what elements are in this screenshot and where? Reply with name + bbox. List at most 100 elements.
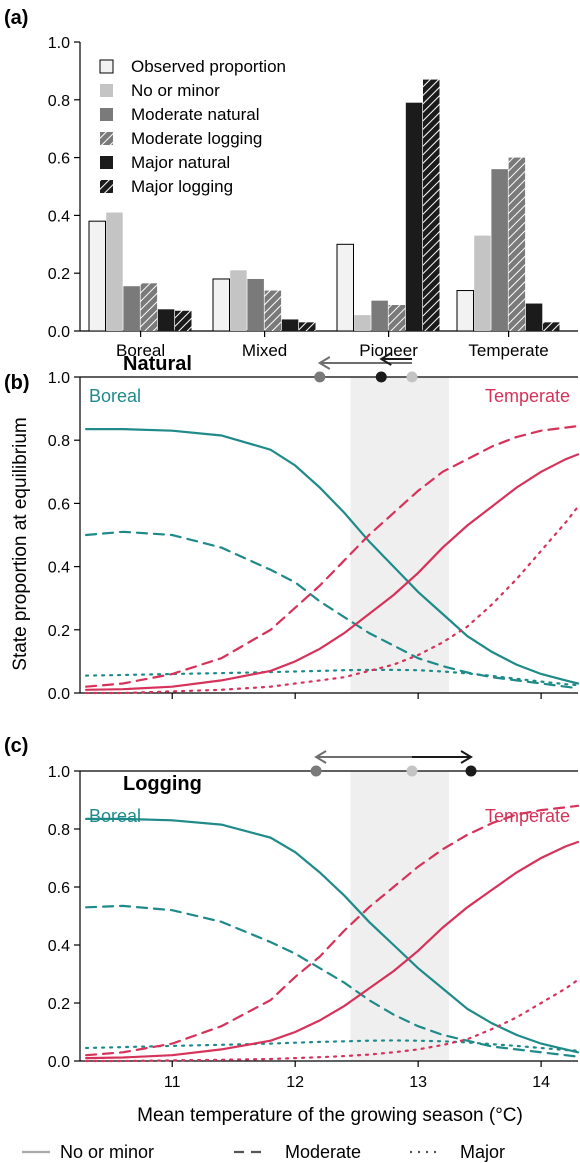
major-equilibrium-marker	[465, 765, 477, 777]
bar	[388, 304, 406, 331]
legend-label: Moderate natural	[131, 105, 260, 124]
y-tick-label: 0.4	[48, 938, 70, 955]
panel-c-title: Logging	[123, 773, 202, 795]
curve-temperate-major	[85, 978, 580, 1063]
bar	[354, 315, 371, 331]
bar	[474, 235, 491, 331]
bar	[456, 290, 474, 332]
x-tick-label: 12	[286, 1074, 304, 1091]
legend-swatch	[100, 84, 113, 97]
y-tick-label: 0.2	[48, 623, 70, 640]
curve-boreal-no-or-minor	[85, 817, 580, 1054]
bar	[88, 220, 106, 332]
y-tick-label: 0.2	[48, 996, 70, 1013]
y-tick-label: 0.6	[48, 496, 70, 513]
y-tick-label: 0.6	[48, 151, 70, 168]
curve-temperate-no-or-minor	[85, 840, 580, 1060]
moderate-equilibrium-marker	[310, 765, 322, 777]
panel-c-temperate-label: Temperate	[485, 806, 570, 826]
bar	[140, 283, 158, 331]
panel-c-label: (c)	[4, 735, 28, 757]
bar	[212, 278, 230, 332]
y-tick-label: 0.0	[48, 686, 70, 703]
y-tick-label: 0.8	[48, 433, 70, 450]
x-tick-label: 11	[164, 1074, 181, 1091]
bar	[423, 79, 440, 331]
curve-temperate-moderate	[85, 804, 580, 1057]
bar	[525, 303, 543, 331]
bar	[106, 212, 123, 331]
y-tick-label: 0.2	[48, 266, 70, 283]
arrow-head	[460, 750, 473, 764]
no-or-minor-equilibrium-marker	[406, 765, 418, 777]
legend-swatch	[100, 108, 113, 121]
legend-swatch	[99, 59, 114, 74]
panel-a-y-ticks: 0.0 0.2 0.4 0.6 0.8 1.0	[48, 35, 80, 341]
x-axis-title: Mean temperature of the growing season (…	[137, 1105, 523, 1126]
y-tick-label: 0.4	[48, 208, 70, 225]
y-tick-label: 1.0	[48, 35, 70, 52]
bar	[230, 270, 247, 331]
panel-a: (a) 0.0 0.2 0.4 0.6 0.8 1.0 Boreal Mixed Pionee…	[4, 7, 578, 360]
legend-label: Major natural	[131, 153, 230, 172]
curve-temperate-major	[85, 505, 580, 695]
curve-boreal-major	[85, 1039, 580, 1052]
panel-a-label: (a)	[4, 7, 28, 29]
y-tick-label: 0.8	[48, 93, 70, 110]
shaded-band	[350, 771, 449, 1061]
curve-temperate-moderate	[85, 424, 580, 688]
bar	[175, 310, 192, 331]
bar	[371, 300, 388, 331]
arrow-head	[317, 356, 331, 370]
moderate-equilibrium-marker	[314, 371, 326, 383]
y-tick-label: 0.0	[48, 324, 70, 341]
panel-b-plot: 0.0 0.2 0.4 0.6 0.8 1.0	[48, 352, 580, 703]
curve-boreal-moderate	[85, 904, 580, 1058]
x-tick-label: Pioneer	[359, 341, 418, 360]
panel-a-bars	[88, 79, 560, 332]
bar	[299, 322, 316, 331]
curve-temperate-no-or-minor	[85, 453, 580, 691]
legend-label: Observed proportion	[131, 57, 286, 76]
legend-swatch	[100, 132, 113, 145]
panel-c: (c) Logging 0.0 0.2 0.4 0.6 0.8 1.0 11 12 13 14 B…	[4, 735, 580, 1091]
bar	[491, 169, 508, 331]
legend-label: No or minor	[60, 1142, 154, 1162]
panel-b-boreal-label: Boreal	[89, 386, 141, 406]
arrow-head	[314, 750, 327, 764]
y-tick-label: 0.6	[48, 880, 70, 897]
arrow-head	[379, 352, 392, 366]
y-tick-label: 0.4	[48, 560, 70, 577]
y-tick-label: 0.0	[48, 1054, 70, 1071]
legend-label: Moderate logging	[131, 129, 262, 148]
bar	[508, 157, 526, 331]
panel-c-boreal-label: Boreal	[89, 806, 141, 826]
y-tick-label: 1.0	[48, 764, 70, 781]
panel-c-plot: 0.0 0.2 0.4 0.6 0.8 1.0 11 12 13 14	[48, 750, 580, 1091]
panel-a-x-ticks: Boreal Mixed Pioneer Temperate	[116, 331, 549, 360]
x-tick-label: 13	[409, 1074, 427, 1091]
bottom-legend: No or minor Moderate Major	[22, 1142, 505, 1162]
legend-swatch	[100, 156, 113, 169]
bar	[264, 290, 282, 331]
bar	[123, 286, 140, 331]
bar	[405, 102, 423, 331]
legend-label: Major	[460, 1142, 505, 1162]
bar	[543, 322, 560, 331]
major-equilibrium-marker	[375, 371, 387, 383]
x-tick-label: Boreal	[116, 341, 165, 360]
shaded-band	[350, 377, 449, 693]
panel-a-legend: Observed proportion No or minor Moderate n…	[99, 57, 286, 196]
panel-b-temperate-label: Temperate	[485, 386, 570, 406]
curve-boreal-no-or-minor	[85, 428, 580, 685]
x-tick-label: 14	[532, 1074, 550, 1091]
legend-label: Moderate	[285, 1142, 361, 1162]
y-tick-label: 0.8	[48, 822, 70, 839]
curve-boreal-major	[85, 668, 580, 687]
legend-label: Major logging	[131, 177, 233, 196]
x-tick-label: Temperate	[468, 341, 548, 360]
legend-swatch	[100, 180, 113, 193]
bar	[157, 309, 175, 331]
bar	[281, 319, 299, 331]
